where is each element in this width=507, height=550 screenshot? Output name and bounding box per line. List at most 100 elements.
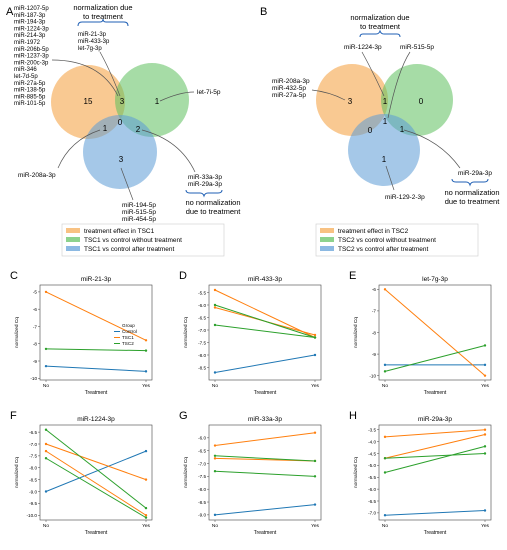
data-point-tsc2 [144,506,148,510]
data-point-control [383,363,387,367]
series-line-control [384,510,486,516]
series-line-tsc2 [384,445,486,473]
data-point-tsc2 [313,459,317,463]
y-tick-label: -10 [369,373,376,378]
series-line-control [214,354,316,373]
data-point-tsc2 [483,452,487,455]
panel-b-callout-1224: miR-1224-3p [344,44,382,51]
panel-b-arrow-129 [385,165,395,191]
data-point-tsc1 [213,288,217,292]
data-point-control [313,353,317,357]
y-tick-label: -7.0 [198,461,206,466]
data-point-control [44,364,48,368]
panel-a-no-norm-2: due to treatment [186,207,242,216]
venn-b-count-orange-green: 1 [383,97,388,106]
series-line-tsc1 [384,288,486,377]
panel-a-blue-item-2: miR-515-5p [122,209,156,216]
data-point-tsc2 [313,475,317,478]
chart-title: miR-433-3p [248,276,282,283]
venn-b-count-orange: 3 [348,97,353,106]
venn-a-count-orange-blue: 1 [103,124,108,133]
y-tick-label: -6.5 [368,499,376,504]
chart-title: miR-29a-3p [418,416,452,423]
chart-legend-label: TSC2 [122,341,134,346]
panel-letter-b: B [260,6,267,18]
panel-a-arrow-let7i [159,91,195,102]
x-axis-label: Treatment [254,530,277,536]
y-tick-label: -6.0 [198,303,206,308]
data-point-tsc2 [483,445,487,448]
y-tick-label: -9 [372,352,377,357]
y-tick-label: -4.0 [368,439,376,444]
panel-a-legend-label-1: treatment effect in TSC1 [84,228,155,235]
venn-b-count-green: 0 [419,97,424,106]
chart-title: let-7g-3p [422,276,448,283]
panel-a-legend-frame [61,223,225,257]
y-tick-label: -7 [372,309,377,314]
data-point-control [144,449,148,453]
venn-b-blue [348,114,420,186]
y-tick-label: -3.5 [368,428,376,433]
x-tick-label: Yes [311,383,319,389]
y-axis-label: normalized Cq [14,317,20,348]
x-axis-label: Treatment [424,390,447,396]
series-line-control [45,450,147,492]
y-tick-label: -7.5 [198,474,206,479]
panel-a-legend-label-3: TSC1 vs control after treatment [84,246,175,253]
chart-letter: E [349,270,356,282]
series-line-tsc1 [45,450,147,516]
y-tick-label: -6.0 [368,487,376,492]
data-point-tsc1 [313,431,317,434]
data-point-tsc2 [44,347,48,351]
data-point-tsc1 [383,435,387,439]
panel-b-legend-swatch-green [320,237,334,242]
data-point-tsc2 [383,471,387,474]
panel-b-legend-swatch-blue [320,246,334,251]
data-point-tsc2 [213,470,217,473]
panel-a-mirna-item: miR-214-3p [14,33,46,39]
venn-a-blue [83,115,157,189]
panel-b-callout-515: miR-515-5p [400,44,434,51]
data-point-control [483,363,487,367]
panel-a-arrow-list [51,59,119,97]
y-tick-label: -7.0 [368,511,376,516]
venn-b-count-center: 1 [383,117,388,126]
y-tick-label: -8.5 [198,500,206,505]
x-tick-label: No [212,383,218,389]
panel-a-callout-208a: miR-208a-3p [18,172,56,179]
series-line-tsc2 [45,348,147,352]
chart-axes-frame [378,424,492,521]
y-tick-label: -8.5 [29,477,37,482]
panel-a-mirna-item: miR-1207-5p [14,6,49,12]
x-tick-label: No [43,523,49,529]
y-tick-label: -8.0 [198,353,206,358]
y-tick-label: -4.5 [368,451,376,456]
panel-a-mirna-item: let-7d-5p [14,74,38,80]
panel-b-arrow-1224 [361,51,385,97]
x-tick-label: Yes [142,383,150,389]
y-tick-label: -8.5 [198,365,206,370]
y-tick-label: -10.0 [27,513,38,518]
data-point-control [483,509,487,512]
panel-a-legend-swatch-orange [66,228,80,233]
y-axis-label: normalized Cq [183,317,189,348]
panel-a: A miR-1207-5pmiR-187-3pmiR-194-3pmiR-122… [6,3,242,257]
panel-a-legend-swatch-green [66,237,80,242]
y-axis-label: normalized Cq [14,457,20,488]
panel-a-mirna-item: miR-200c-3p [14,60,49,66]
data-point-tsc1 [144,478,148,481]
y-tick-label: -8 [372,330,377,335]
chart-letter: G [179,410,188,422]
panel-a-arrow-208a [57,129,101,169]
panel-b-no-norm-1: no normalization [444,188,499,197]
data-point-tsc1 [483,374,487,377]
y-tick-label: -7.5 [198,340,206,345]
series-line-tsc2 [214,455,316,462]
y-tick-label: -5.5 [368,475,376,480]
chart-letter: D [179,270,187,282]
panel-b: B normalization due to treatment miR-122… [260,6,500,257]
